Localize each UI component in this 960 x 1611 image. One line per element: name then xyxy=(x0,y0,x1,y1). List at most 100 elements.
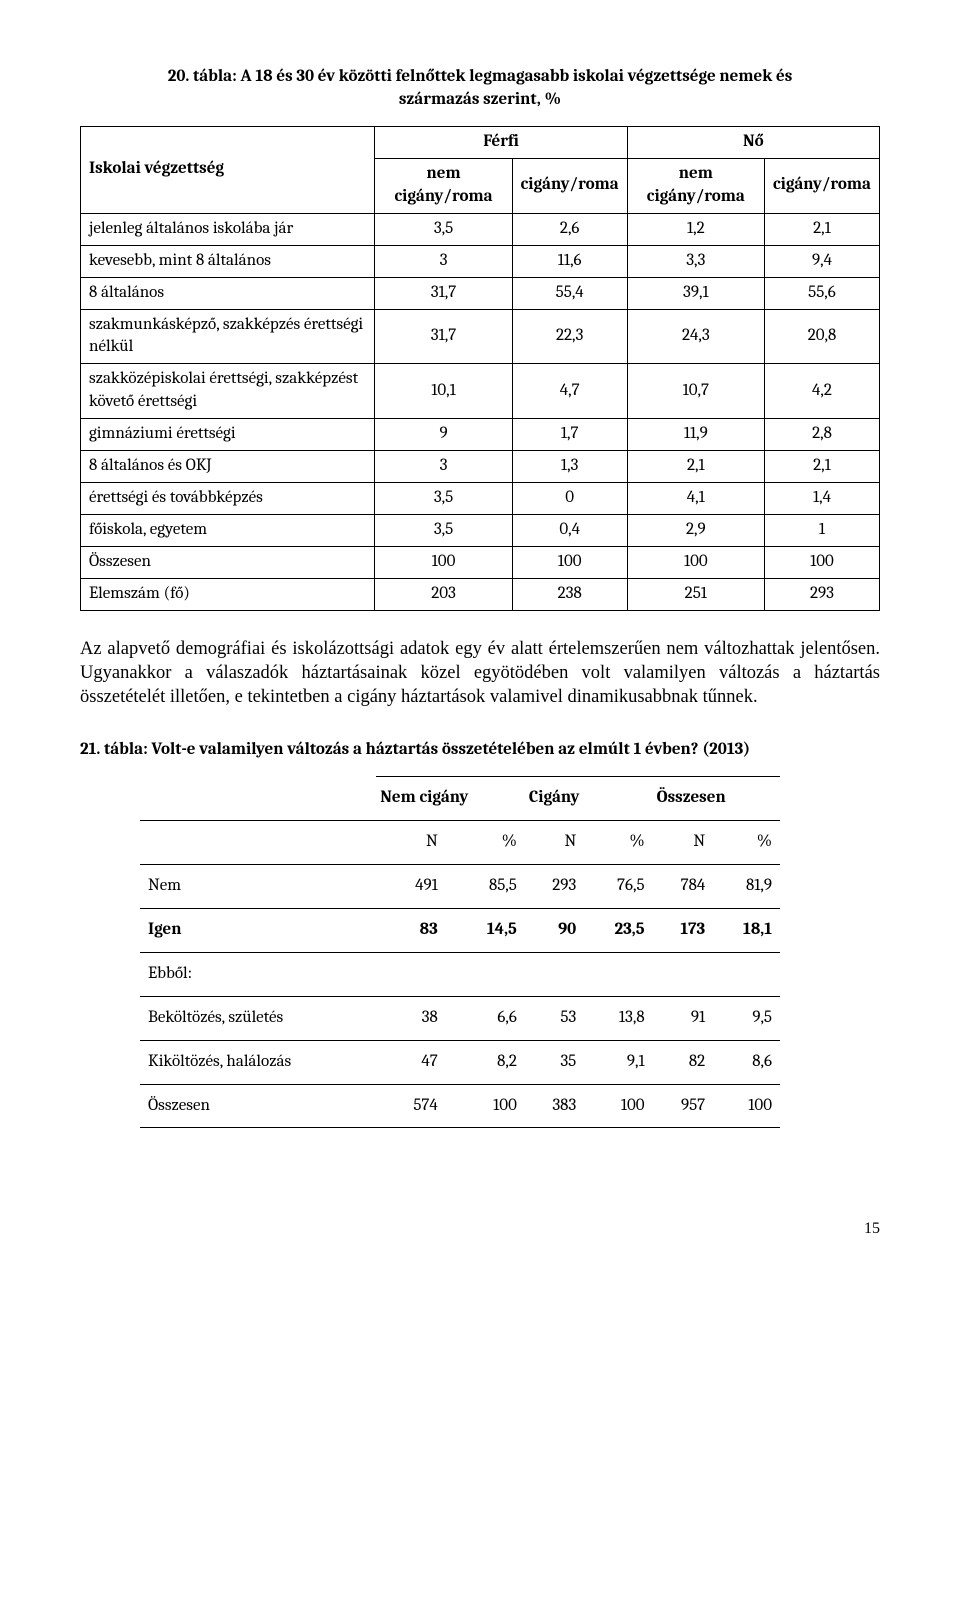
cell: 2,9 xyxy=(627,515,764,547)
cell: 1,7 xyxy=(512,419,627,451)
table-row: Nem49185,529376,578481,9 xyxy=(140,864,780,908)
cell: 18,1 xyxy=(713,908,780,952)
t2-sub-2: N xyxy=(525,820,584,864)
cell: 293 xyxy=(764,578,879,610)
row-label: Összesen xyxy=(140,1084,376,1128)
cell: 3,5 xyxy=(375,483,512,515)
row-label: Nem xyxy=(140,864,376,908)
cell: 39,1 xyxy=(627,277,764,309)
cell: 100 xyxy=(446,1084,525,1128)
cell: 6,6 xyxy=(446,996,525,1040)
cell: 203 xyxy=(375,578,512,610)
cell: 14,5 xyxy=(446,908,525,952)
t2-sub-0: N xyxy=(376,820,446,864)
row-label: főiskola, egyetem xyxy=(81,515,375,547)
cell: 9,4 xyxy=(764,245,879,277)
t2-sub-1: % xyxy=(446,820,525,864)
t2-sub-5: % xyxy=(713,820,780,864)
table1-caption-line1: 20. tábla: A 18 és 30 év közötti felnőtt… xyxy=(168,67,793,86)
cell: 53 xyxy=(525,996,584,1040)
table-row: érettségi és továbbképzés3,504,11,4 xyxy=(81,483,880,515)
row-label: gimnáziumi érettségi xyxy=(81,419,375,451)
row-label: Ebből: xyxy=(140,952,376,996)
cell: 9 xyxy=(375,419,512,451)
cell: 2,6 xyxy=(512,213,627,245)
row-label: Elemszám (fő) xyxy=(81,578,375,610)
cell: 1,2 xyxy=(627,213,764,245)
row-label: Összesen xyxy=(81,547,375,579)
cell: 3,5 xyxy=(375,213,512,245)
t2-sub-4: N xyxy=(653,820,714,864)
cell: 24,3 xyxy=(627,309,764,364)
table-row: Összesen574100383100957100 xyxy=(140,1084,780,1128)
cell: 574 xyxy=(376,1084,446,1128)
cell: 3,5 xyxy=(375,515,512,547)
education-by-gender-table: Iskolai végzettség Férfi Nő nem cigány/r… xyxy=(80,126,880,611)
cell: 383 xyxy=(525,1084,584,1128)
table1-caption: 20. tábla: A 18 és 30 év közötti felnőtt… xyxy=(80,66,880,112)
cell: 4,2 xyxy=(764,364,879,419)
cell: 81,9 xyxy=(713,864,780,908)
cell: 4,7 xyxy=(512,364,627,419)
cell: 957 xyxy=(653,1084,714,1128)
cell: 91 xyxy=(653,996,714,1040)
cell: 35 xyxy=(525,1040,584,1084)
table-row: szakmunkásképző, szakképzés érettségi né… xyxy=(81,309,880,364)
cell: 9,5 xyxy=(713,996,780,1040)
t1-group-male: Férfi xyxy=(375,126,627,158)
t1-group-female: Nő xyxy=(627,126,879,158)
t1-sub-2: nem cigány/roma xyxy=(627,158,764,213)
t2-group-1: Cigány xyxy=(525,776,653,820)
row-label: 8 általános és OKJ xyxy=(81,451,375,483)
cell: 173 xyxy=(653,908,714,952)
table-row: 8 általános és OKJ31,32,12,1 xyxy=(81,451,880,483)
t1-rowheader: Iskolai végzettség xyxy=(81,126,375,213)
cell: 90 xyxy=(525,908,584,952)
row-label: érettségi és továbbképzés xyxy=(81,483,375,515)
table-row: Ebből: xyxy=(140,952,780,996)
row-label: Kiköltözés, halálozás xyxy=(140,1040,376,1084)
cell: 293 xyxy=(525,864,584,908)
cell: 2,1 xyxy=(627,451,764,483)
cell xyxy=(376,952,446,996)
table-row: szakközépiskolai érettségi, szakképzést … xyxy=(81,364,880,419)
table-row: Igen8314,59023,517318,1 xyxy=(140,908,780,952)
table-row: gimnáziumi érettségi91,711,92,8 xyxy=(81,419,880,451)
cell: 20,8 xyxy=(764,309,879,364)
cell: 85,5 xyxy=(446,864,525,908)
cell: 38 xyxy=(376,996,446,1040)
cell: 8,6 xyxy=(713,1040,780,1084)
cell: 31,7 xyxy=(375,309,512,364)
t2-group-2: Összesen xyxy=(653,776,780,820)
household-change-table: Nem cigány Cigány Összesen N % N % N % N… xyxy=(140,776,780,1129)
cell: 251 xyxy=(627,578,764,610)
t2-sub-3: % xyxy=(584,820,652,864)
cell: 13,8 xyxy=(584,996,652,1040)
cell xyxy=(584,952,652,996)
t1-sub-1: cigány/roma xyxy=(512,158,627,213)
cell: 11,6 xyxy=(512,245,627,277)
t2-group-0: Nem cigány xyxy=(376,776,525,820)
row-label: szakközépiskolai érettségi, szakképzést … xyxy=(81,364,375,419)
table-row: kevesebb, mint 8 általános311,63,39,4 xyxy=(81,245,880,277)
cell: 2,8 xyxy=(764,419,879,451)
row-label: Igen xyxy=(140,908,376,952)
cell: 100 xyxy=(584,1084,652,1128)
row-label: szakmunkásképző, szakképzés érettségi né… xyxy=(81,309,375,364)
cell: 31,7 xyxy=(375,277,512,309)
cell: 2,1 xyxy=(764,451,879,483)
row-label: 8 általános xyxy=(81,277,375,309)
cell xyxy=(653,952,714,996)
cell: 100 xyxy=(627,547,764,579)
cell: 100 xyxy=(375,547,512,579)
t1-sub-3: cigány/roma xyxy=(764,158,879,213)
row-label: jelenleg általános iskolába jár xyxy=(81,213,375,245)
cell: 0,4 xyxy=(512,515,627,547)
table-row: 8 általános31,755,439,155,6 xyxy=(81,277,880,309)
table1-caption-line2: származás szerint, % xyxy=(399,90,561,109)
table-row: Kiköltözés, halálozás478,2359,1828,6 xyxy=(140,1040,780,1084)
body-paragraph: Az alapvető demográfiai és iskolázottság… xyxy=(80,637,880,709)
table-row: főiskola, egyetem3,50,42,91 xyxy=(81,515,880,547)
cell: 100 xyxy=(764,547,879,579)
cell: 10,7 xyxy=(627,364,764,419)
